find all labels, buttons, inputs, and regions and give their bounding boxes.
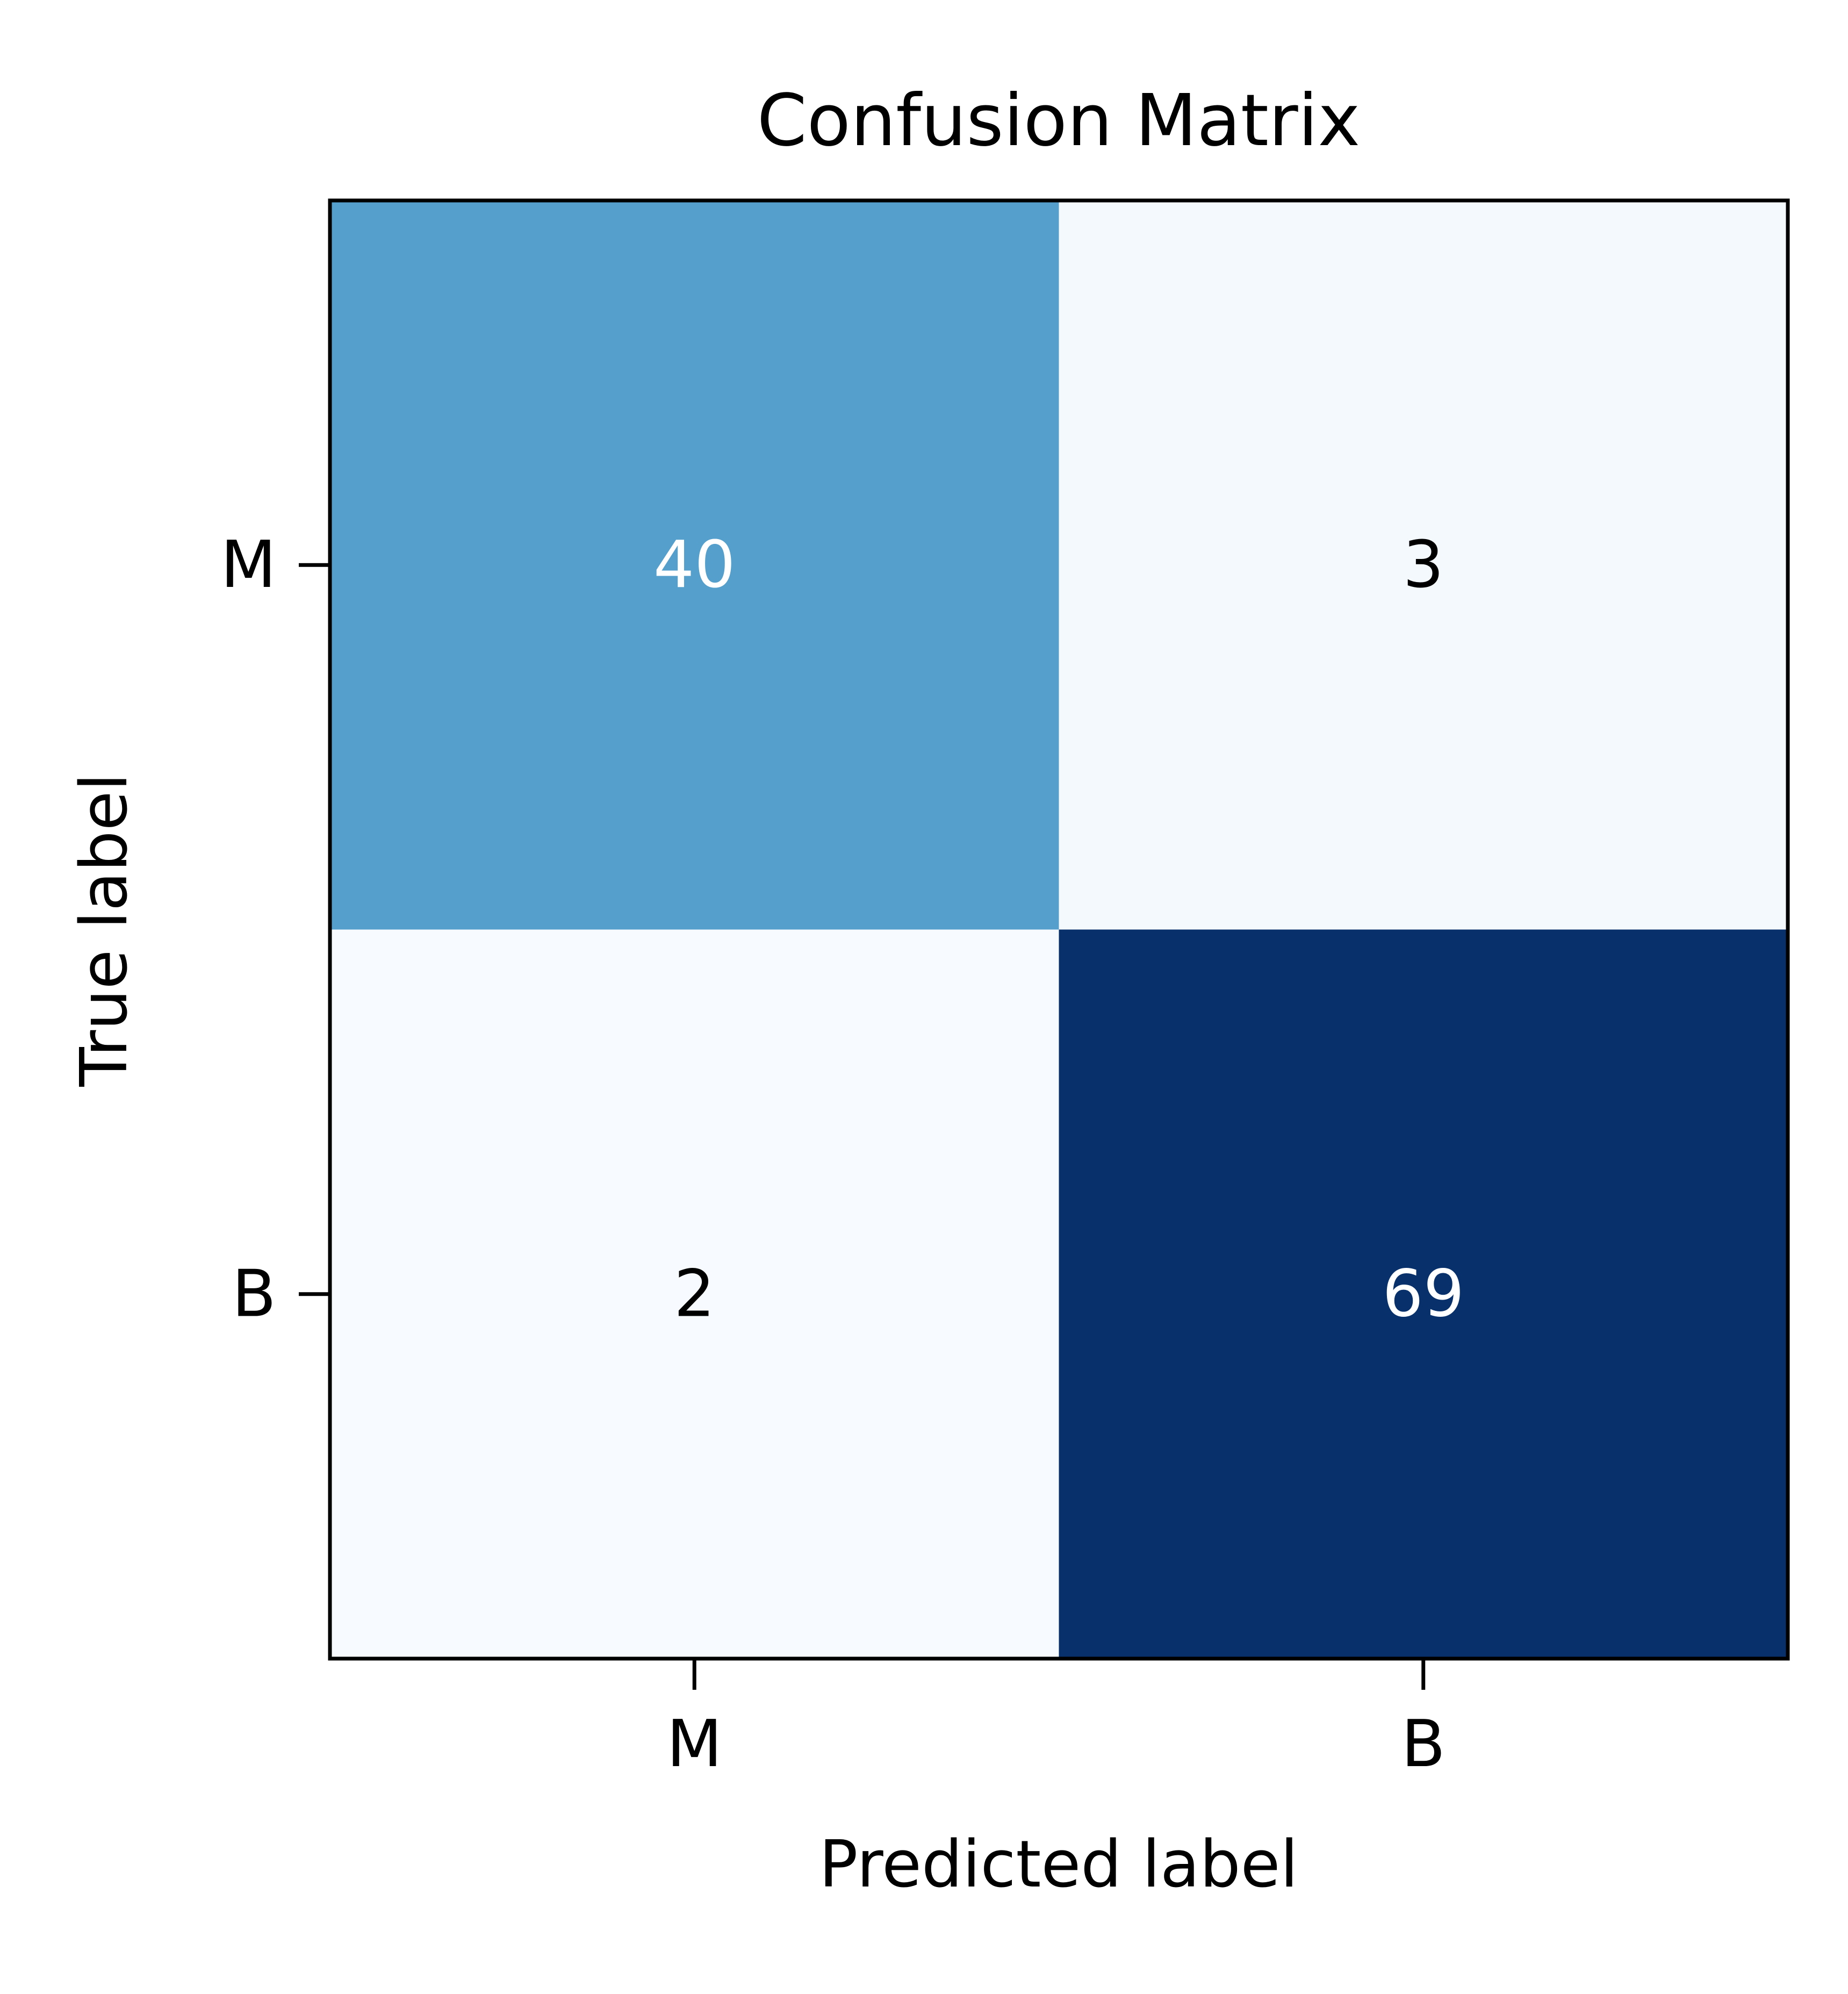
y-tick-label-M: M	[220, 528, 276, 602]
heatmap-cells	[330, 200, 1788, 1659]
heatmap-cell-M-B	[1059, 200, 1788, 930]
x-tick-label-M: M	[666, 1707, 722, 1782]
y-axis-label: True label	[67, 773, 142, 1087]
y-axis-ticks: MB	[220, 528, 330, 1331]
x-axis-label: Predicted label	[819, 1827, 1298, 1902]
cell-value-label: 2	[674, 1257, 715, 1331]
cell-value-label: 40	[653, 528, 736, 602]
heatmap-cell-B-M	[330, 929, 1059, 1659]
y-tick-label-B: B	[232, 1257, 276, 1331]
heatmap-cell-B-B	[1059, 929, 1788, 1659]
plot-frame	[328, 198, 1790, 1661]
cell-value-label: 69	[1382, 1257, 1464, 1331]
heatmap-cell-M-M	[330, 200, 1059, 930]
chart-title: Confusion Matrix	[757, 80, 1361, 162]
cell-value-label: 3	[1403, 528, 1444, 602]
x-tick-label-B: B	[1401, 1707, 1446, 1782]
heatmap-cell-labels: 40 3 2 69	[653, 528, 1464, 1332]
